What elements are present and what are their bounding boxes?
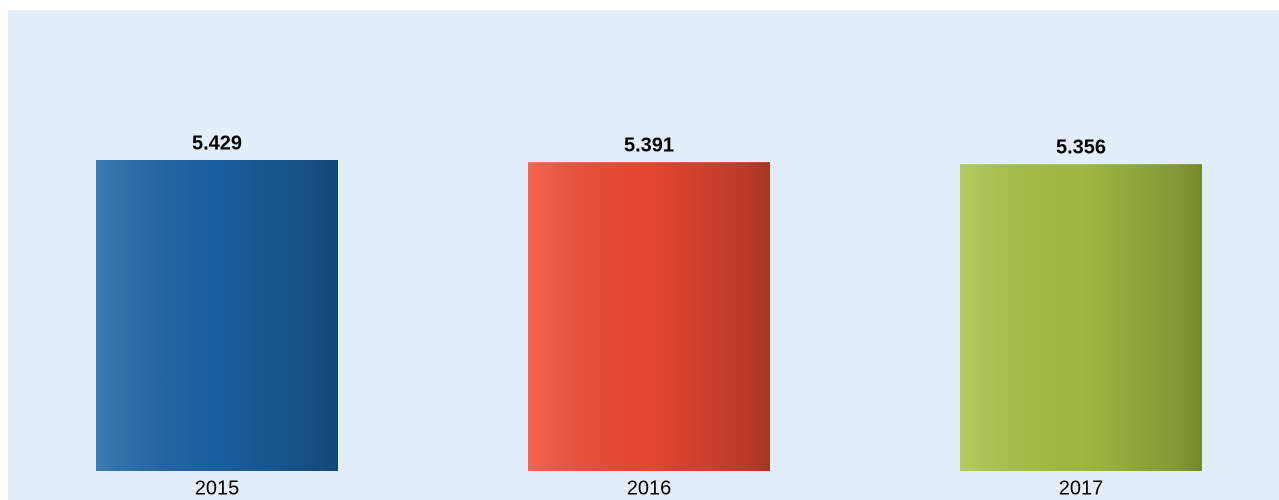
value-label: 5.391 (624, 134, 674, 156)
bar-shade (96, 160, 338, 471)
x-tick-label: 2015 (195, 477, 240, 499)
bar-shade (960, 164, 1202, 471)
x-tick-label: 2017 (1059, 477, 1104, 499)
value-label: 5.429 (192, 132, 242, 154)
bar-shade (528, 162, 770, 472)
x-tick-label: 2016 (627, 477, 672, 499)
value-label: 5.356 (1056, 136, 1106, 158)
